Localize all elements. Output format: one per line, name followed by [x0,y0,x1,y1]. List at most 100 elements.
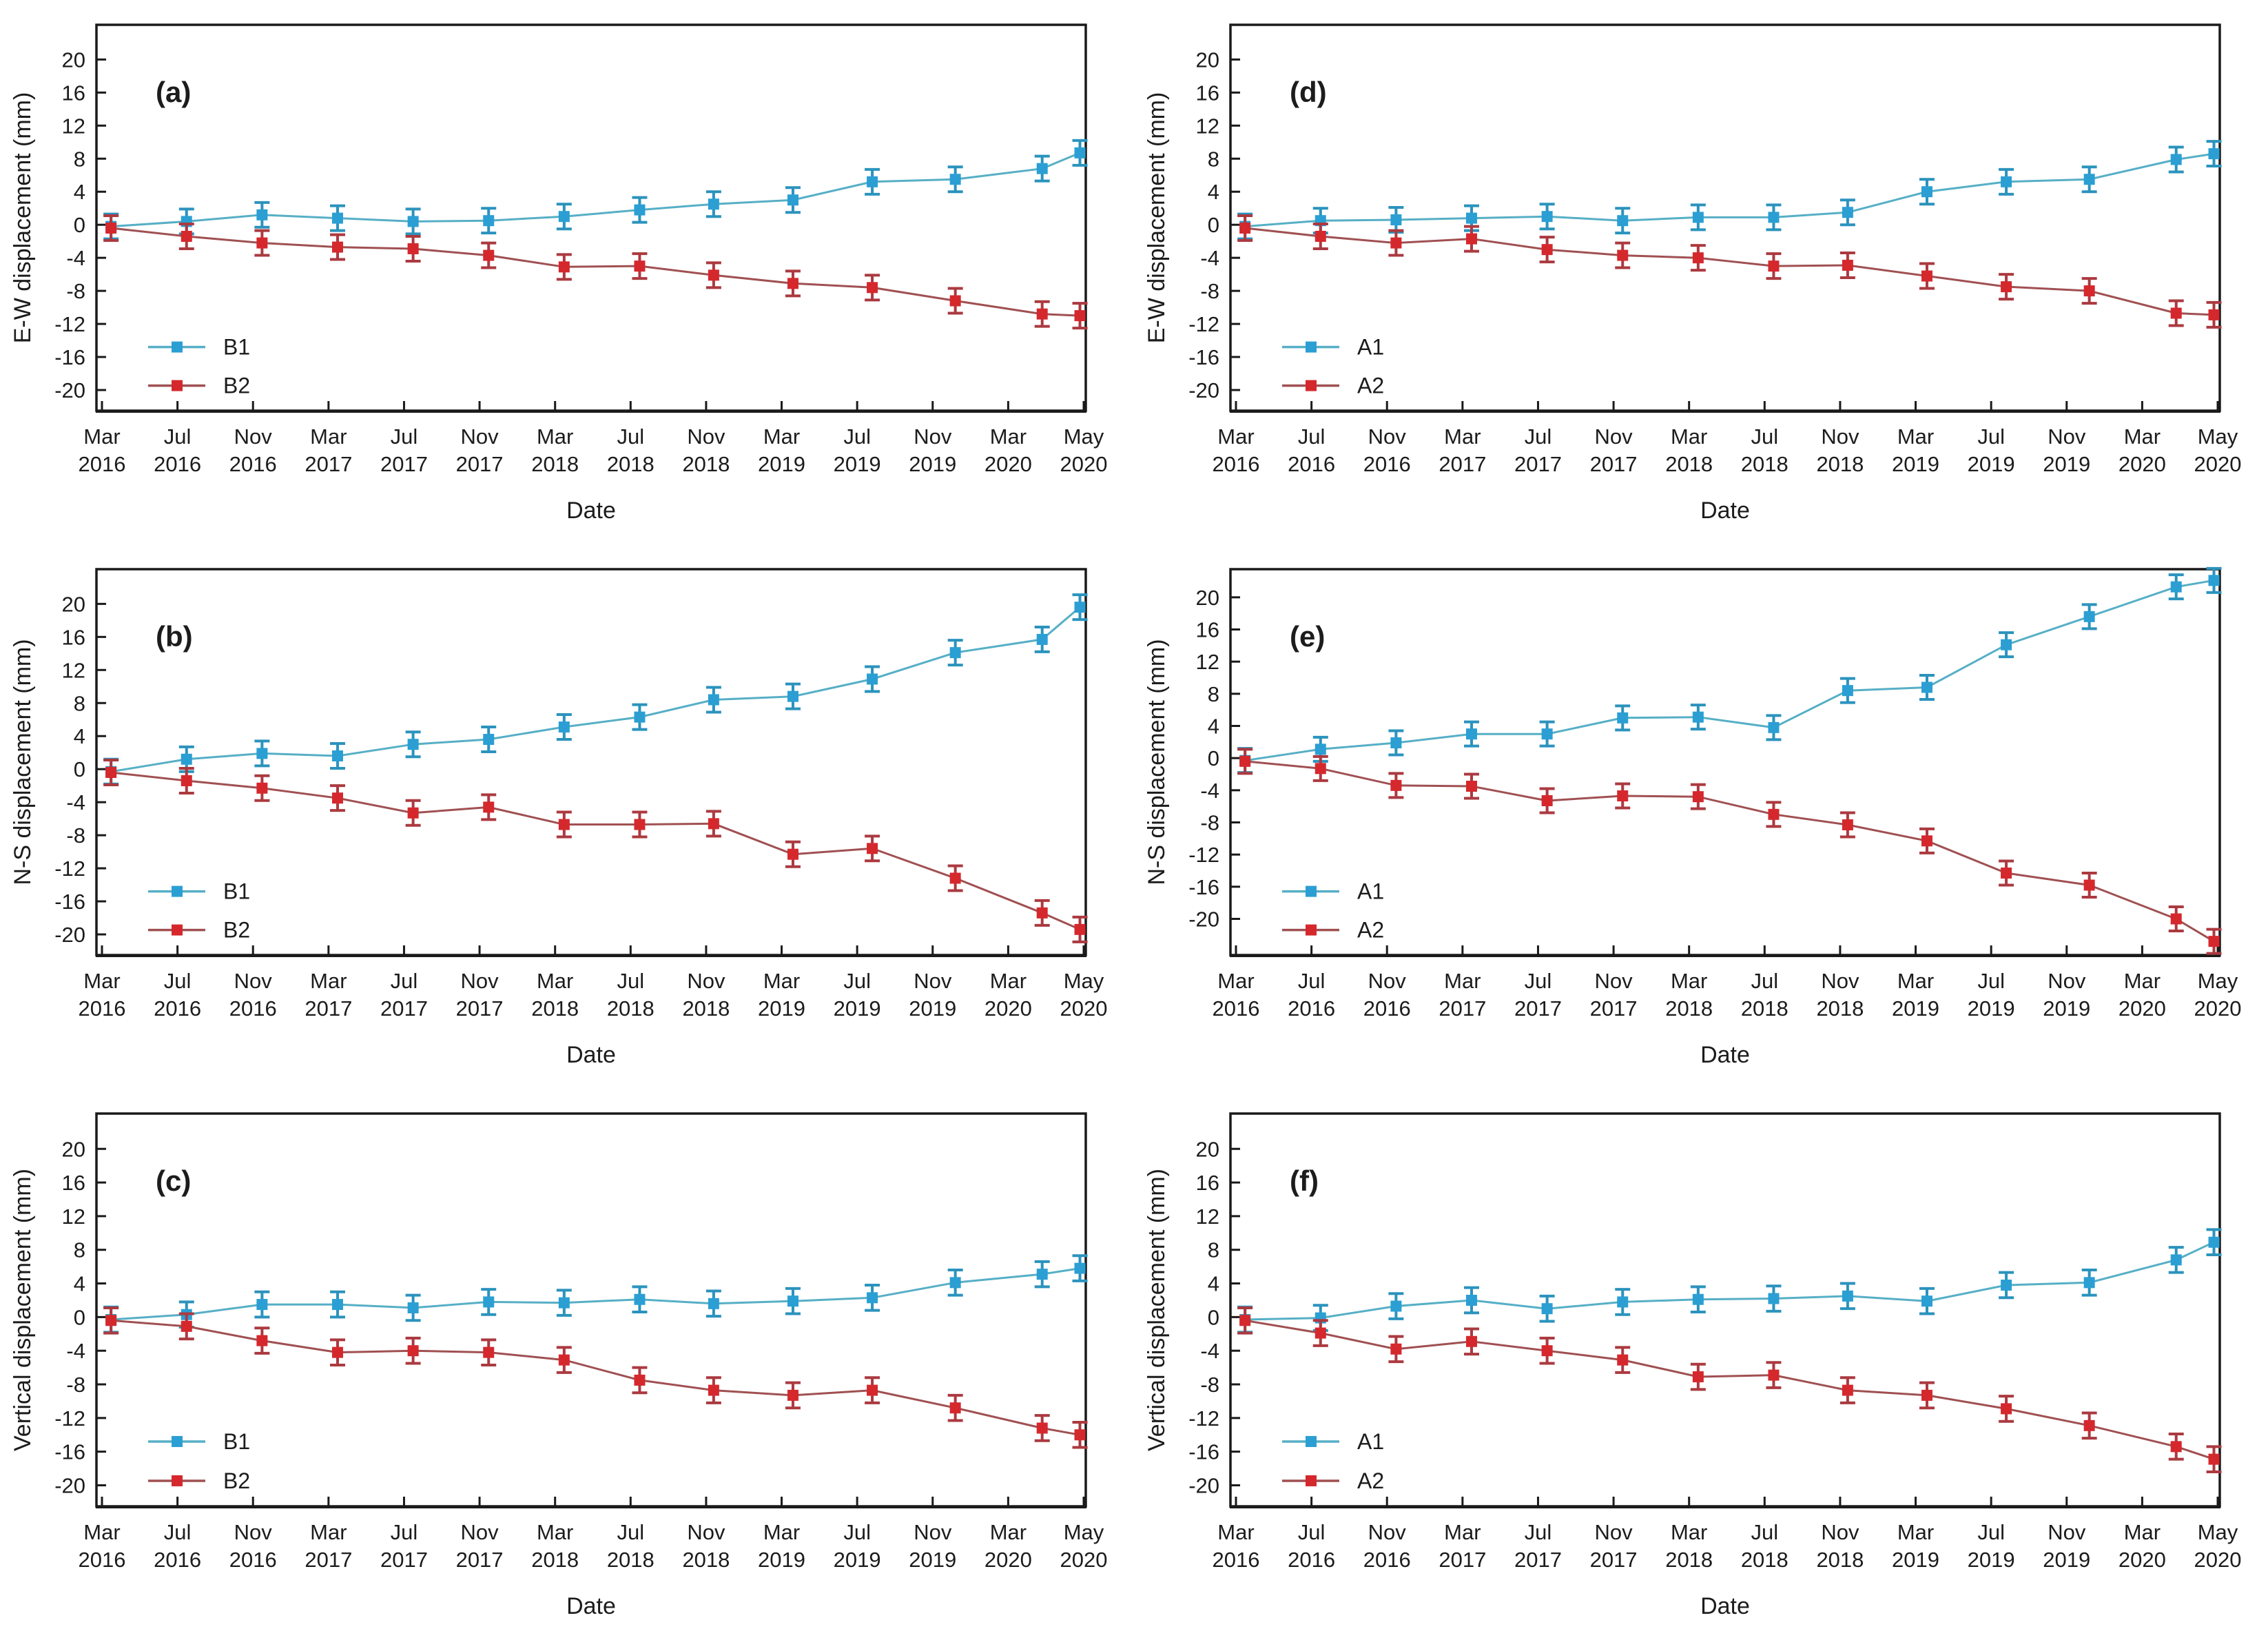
legend-marker-swatch [172,341,183,353]
x-tick-label-year: 2018 [531,452,579,476]
data-point-marker-A1 [1390,214,1402,225]
x-tick-label-month: Jul [843,969,871,993]
x-tick-label-month: Jul [1298,424,1326,449]
data-point-marker-A2 [1466,781,1477,792]
x-tick-label-year: 2016 [79,1548,126,1572]
data-point-marker-B1 [1074,1262,1086,1274]
y-axis-title: E-W displacement (mm) [10,92,36,344]
x-tick-label-month: Mar [2124,969,2161,993]
x-tick-label-month: Jul [617,424,644,449]
data-point-marker-B1 [949,174,961,185]
x-tick-label-month: Mar [1444,424,1481,449]
x-tick-label-year: 2018 [531,996,579,1021]
x-tick-label-month: Mar [310,1520,347,1544]
x-tick-label-year: 2016 [1213,452,1260,476]
x-tick-label-year: 2016 [229,1548,277,1572]
y-tick-label: 12 [62,1205,85,1229]
chart-panel-b: 201612840-4-8-12-16-20Mar2016Jul2016Nov2… [10,568,1107,1068]
x-tick-label-year: 2020 [984,452,1032,476]
data-point-marker-B1 [787,690,798,702]
legend-entry-A1: A1 [1282,335,1384,360]
x-tick-label-year: 2016 [1288,1548,1335,1572]
panel-letter: (d) [1290,76,1327,108]
x-tick-label-month: Nov [461,969,499,993]
legend-entry-B1: B1 [148,335,250,360]
y-tick-label: -8 [1200,1373,1219,1397]
x-tick-label-month: Nov [1368,969,1407,993]
data-point-marker-A1 [1768,1293,1780,1304]
data-point-marker-A1 [1466,212,1477,224]
data-point-marker-B2 [181,230,192,242]
legend-label: B2 [223,1468,250,1493]
x-tick-label-year: 2016 [1288,452,1335,476]
x-tick-label-month: Jul [617,1520,644,1544]
data-point-marker-B2 [181,1320,192,1332]
legend-marker-swatch [1306,380,1317,391]
data-point-marker-B2 [787,1389,798,1401]
y-tick-label: -20 [54,1473,85,1497]
panel-letter: (f) [1290,1165,1319,1197]
x-tick-label-year: 2020 [1060,1548,1108,1572]
x-tick-label-month: Mar [1671,424,1707,449]
data-point-marker-B1 [787,194,798,206]
panel-e: 20 16 12 8 4 0 -4 -8 -12 -16 -20 Mar 2016 Jul 2016 Nov 2… [1134,544,2268,1089]
data-point-marker-B1 [634,711,646,723]
data-point-marker-B2 [558,261,570,273]
data-point-marker-B1 [558,211,570,223]
x-tick-label-month: Mar [2124,1520,2161,1544]
data-point-marker-A1 [2170,154,2182,165]
x-tick-label-year: 2016 [154,452,201,476]
x-tick-label-year: 2019 [2043,996,2090,1021]
x-tick-label-year: 2017 [1514,996,1562,1021]
data-point-marker-B1 [1074,602,1086,613]
data-point-marker-A1 [1617,1296,1629,1308]
y-tick-label: -4 [1200,1339,1219,1363]
data-point-marker-B2 [708,269,719,281]
series-line-B2 [111,1319,1080,1436]
y-tick-label: -4 [66,246,85,270]
x-tick-label-month: Nov [1368,1520,1407,1544]
data-point-marker-B1 [483,1296,495,1308]
y-tick-label: -20 [1188,378,1219,402]
x-tick-label-year: 2018 [1816,1548,1864,1572]
series-line-B1 [110,606,1081,773]
data-point-marker-B2 [332,792,343,804]
x-tick-label-year: 2017 [1439,452,1486,476]
y-tick-label: 20 [62,48,85,72]
data-point-marker-A1 [2208,575,2220,586]
x-tick-label-month: Nov [1821,424,1859,449]
x-tick-label-month: Mar [1897,424,1934,449]
x-tick-label-year: 2018 [607,452,654,476]
x-tick-label-year: 2016 [1288,996,1335,1021]
x-axis-title: Date [566,498,616,524]
data-point-marker-B2 [949,872,961,884]
y-axis-title: N-S displacement (mm) [10,639,36,885]
data-point-marker-B2 [634,260,646,272]
data-point-marker-A2 [2208,936,2220,947]
x-tick-label-year: 2020 [1060,452,1108,476]
x-tick-label-year: 2019 [758,452,805,476]
data-point-marker-A1 [1842,207,1853,218]
y-tick-label: 4 [74,180,85,204]
panel-b: 20 16 12 8 4 0 -4 -8 -12 -16 -20 Mar 2016 Jul 2016 Nov 2… [0,544,1134,1089]
data-point-marker-B2 [332,1346,343,1358]
x-tick-label-month: Nov [2048,424,2086,449]
x-tick-label-month: Mar [990,1520,1027,1544]
data-point-marker-A2 [2083,879,2095,891]
data-point-marker-B2 [407,807,419,819]
data-point-marker-A1 [1842,1290,1853,1302]
data-point-marker-A1 [1692,212,1704,223]
y-tick-label: 16 [1196,1171,1219,1195]
data-point-marker-A2 [1390,1343,1402,1355]
data-point-marker-B2 [558,819,570,830]
data-point-marker-B1 [708,694,719,706]
data-point-marker-A1 [2170,1254,2182,1266]
data-point-marker-A1 [1921,1295,1932,1307]
x-tick-label-year: 2017 [1590,452,1638,476]
x-tick-label-month: Mar [2124,424,2161,449]
x-tick-label-month: Mar [1897,969,1934,993]
data-point-marker-B2 [407,243,419,254]
x-tick-label-month: Jul [1977,969,2005,993]
panel-letter: (c) [156,1165,191,1197]
